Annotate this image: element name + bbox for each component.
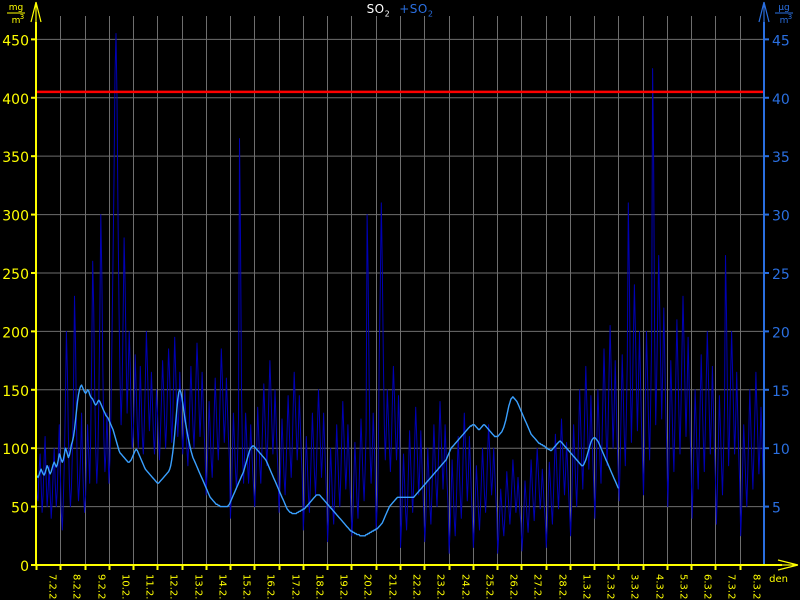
x-tick-label: 5.3.2018 [678, 574, 689, 600]
y-tick-label-left: 200 [2, 325, 29, 341]
x-tick-label: 10.2.2018 [120, 574, 131, 600]
x-axis-label: den [769, 574, 788, 585]
x-tick-label: 7.3.2018 [726, 574, 737, 600]
y-tick-label-left: 250 [2, 267, 29, 283]
svg-text:m: m [780, 16, 789, 26]
x-tick-label: 22.2.2018 [411, 574, 422, 600]
x-tick-label: 19.2.2018 [338, 574, 349, 600]
x-tick-label: 17.2.2018 [290, 574, 301, 600]
y-tick-label-left: 350 [2, 150, 29, 166]
x-axis-arrow [776, 559, 799, 571]
x-tick-label: 4.3.2018 [654, 574, 665, 600]
y-tick-label-left: 400 [2, 92, 29, 108]
y-axis-left-arrow [30, 1, 42, 24]
x-tick-label: 16.2.2018 [265, 574, 276, 600]
x-tick-label: 3.3.2018 [629, 574, 640, 600]
y-tick-label-left: 0 [20, 559, 29, 575]
y-tick-label-left: 300 [2, 209, 29, 225]
y-tick-label-right: 40 [772, 92, 790, 108]
y-tick-label-right: 10 [772, 442, 790, 458]
x-tick-label: 18.2.2018 [314, 574, 325, 600]
svg-text:3: 3 [20, 13, 24, 21]
x-tick-label: 14.2.2018 [217, 574, 228, 600]
x-tick-label: 11.2.2018 [144, 574, 155, 600]
series-average-layer [35, 384, 619, 537]
y-axis-left-unit-label: mg m 3 [7, 3, 25, 26]
x-tick-label: 25.2.2018 [484, 574, 495, 600]
x-tick-label: 21.2.2018 [387, 574, 398, 600]
x-tick-label: 6.3.2018 [702, 574, 713, 600]
y-tick-label-left: 50 [11, 501, 29, 517]
y-axis-right-unit-label: µg m 3 [775, 3, 793, 26]
x-tick-label: 12.2.2018 [168, 574, 179, 600]
x-tick-label: 13.2.2018 [193, 574, 204, 600]
svg-text:µg: µg [778, 3, 789, 13]
x-tick-label: 27.2.2018 [532, 574, 543, 600]
y-tick-label-right: 20 [772, 325, 790, 341]
y-tick-label-right: 15 [772, 384, 790, 400]
y-tick-label-right: 35 [772, 150, 790, 166]
series-hourly-layer [35, 33, 765, 554]
y-tick-label-right: 45 [772, 33, 790, 49]
x-tick-label: 8.3.2018 [751, 574, 762, 600]
chart-title-left-text: SO [366, 2, 385, 16]
svg-text:3: 3 [788, 13, 792, 21]
x-tick-label: 7.2.2018 [47, 574, 58, 600]
y-tick-label-right: 25 [772, 267, 790, 283]
x-tick-label: 26.2.2018 [508, 574, 519, 600]
x-tick-label: 15.2.2018 [241, 574, 252, 600]
x-tick-label: 8.2.2018 [71, 574, 82, 600]
tick-label-layer: 0501001502002503003504004505101520253035… [2, 3, 793, 600]
x-tick-label: 1.3.2018 [581, 574, 592, 600]
axis-layer [30, 1, 799, 571]
y-tick-label-right: 30 [772, 209, 790, 225]
series-line-hourly [35, 33, 765, 554]
svg-text:m: m [12, 16, 21, 26]
y-tick-label-left: 150 [2, 384, 29, 400]
chart-title: SO2 +SO2 [0, 2, 800, 21]
svg-text:mg: mg [9, 3, 23, 13]
y-axis-right-arrow [758, 1, 770, 24]
series-line-average [35, 384, 619, 537]
x-tick-label: 9.2.2018 [96, 574, 107, 600]
y-tick-label-left: 450 [2, 33, 29, 49]
x-tick-label: 28.2.2018 [557, 574, 568, 600]
x-tick-label: 2.3.2018 [605, 574, 616, 600]
chart-title-series-left: SO2 [366, 2, 391, 19]
chart-title-right-text: +SO [399, 2, 428, 16]
x-tick-label: 23.2.2018 [435, 574, 446, 600]
x-tick-label: 20.2.2018 [362, 574, 373, 600]
y-tick-label-left: 100 [2, 442, 29, 458]
x-tick-label: 24.2.2018 [460, 574, 471, 600]
chart-title-series-right: +SO2 [399, 2, 434, 19]
y-tick-label-right: 5 [772, 501, 781, 517]
